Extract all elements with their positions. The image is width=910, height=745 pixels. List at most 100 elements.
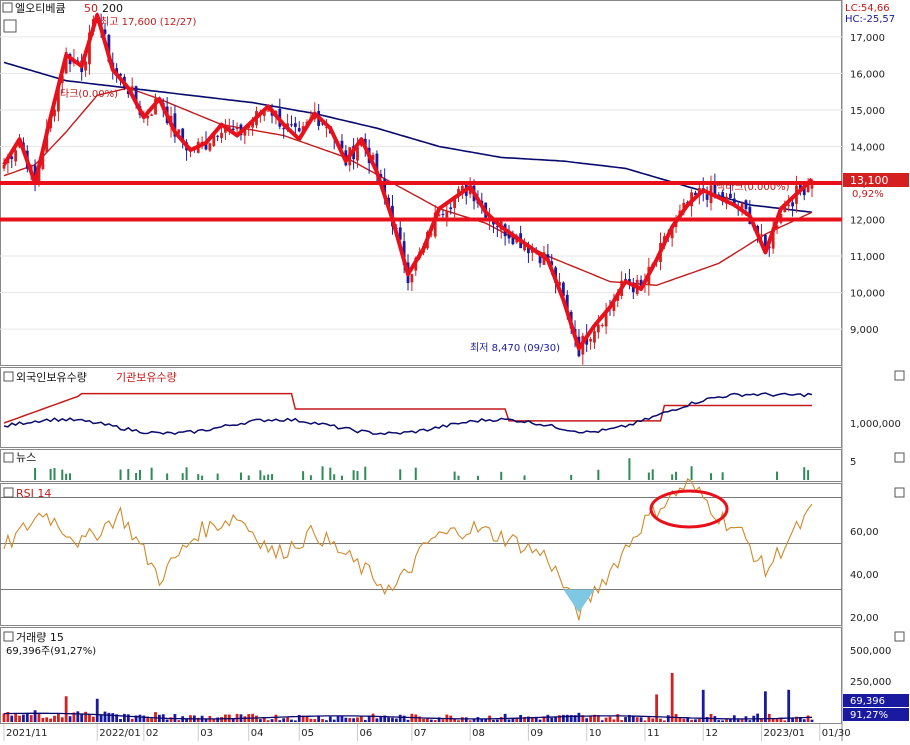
candle-body <box>732 198 736 205</box>
volume-bar <box>313 719 317 722</box>
news-bar <box>651 469 654 480</box>
date-tick-label: 07 <box>414 728 427 739</box>
volume-bar <box>791 717 794 722</box>
volume-bar <box>88 713 91 722</box>
candle-body <box>402 241 406 265</box>
volume-bar <box>429 719 433 722</box>
candle-body <box>216 135 220 137</box>
volume-bar <box>779 717 783 722</box>
rsi-overbought-circle <box>649 489 729 529</box>
holdings-collapse-icon[interactable] <box>3 371 14 382</box>
news-bar <box>271 474 274 480</box>
volume-menu-icon[interactable] <box>894 631 905 642</box>
candle-body <box>729 193 732 198</box>
date-tick-label: 02 <box>146 728 159 739</box>
price-tick-label: 12,000 <box>850 216 885 227</box>
hc-readout: HC:-25,57 <box>845 14 895 25</box>
candle-body <box>612 303 616 311</box>
volume-bar <box>154 712 157 722</box>
ma50-label: 50 <box>84 2 98 15</box>
news-bar <box>500 471 503 480</box>
candle-body <box>697 187 701 194</box>
volume-bar <box>45 717 49 722</box>
volume-bar <box>492 720 495 722</box>
candle-body <box>33 165 37 182</box>
holdings-menu-icon[interactable] <box>894 370 905 381</box>
volume-bar <box>134 715 138 722</box>
candle-body <box>600 324 604 327</box>
candle-body <box>802 186 806 196</box>
chart-title: 엘오티베큠 <box>15 2 66 15</box>
grid-toggle-icon[interactable] <box>3 19 17 33</box>
volume-bar <box>286 717 289 722</box>
rsi-menu-icon[interactable] <box>894 487 905 498</box>
price-tick-label: 16,000 <box>850 69 885 80</box>
volume-bar <box>437 717 441 722</box>
news-bar <box>352 470 355 480</box>
volume-bar <box>406 719 410 722</box>
volume-bar <box>270 719 274 722</box>
candle-body <box>810 185 814 189</box>
news-bar <box>263 475 266 480</box>
volume-bar <box>464 717 468 722</box>
candle-body <box>740 203 744 209</box>
collapse-icon[interactable] <box>2 2 13 13</box>
news-bar <box>197 474 200 480</box>
candle-body <box>596 324 600 333</box>
volume-bar <box>806 715 810 722</box>
lc-readout: LC:54,66 <box>845 3 890 14</box>
rsi-collapse-icon[interactable] <box>3 487 14 498</box>
candle-body <box>88 32 91 65</box>
volume-bar <box>130 718 134 722</box>
volume-bar <box>651 718 655 722</box>
candle-body <box>231 128 235 131</box>
news-bar <box>53 468 56 480</box>
volume-bar <box>736 719 740 722</box>
volume-bar <box>534 716 538 722</box>
candle-body <box>398 227 402 240</box>
inst-holdings-label: 기관보유수량 <box>116 371 177 384</box>
news-bars <box>34 458 810 480</box>
news-bar <box>127 469 130 480</box>
volume-bar <box>802 719 806 722</box>
news-menu-icon[interactable] <box>894 452 905 463</box>
volume-bar <box>49 718 53 722</box>
volume-bar <box>6 712 10 722</box>
volume-bar <box>775 718 779 722</box>
volume-bar <box>25 713 29 722</box>
news-bar <box>61 469 64 480</box>
institution-holdings-line <box>3 392 812 424</box>
news-bar <box>776 471 779 480</box>
candle-body <box>639 279 643 286</box>
volume-bar <box>321 718 324 722</box>
news-bar <box>185 467 188 480</box>
volume-bar <box>666 715 670 722</box>
volume-bar <box>612 719 616 722</box>
volume-tick-250k: 250,000 <box>850 677 891 688</box>
volume-bar <box>123 713 126 722</box>
volume-bar <box>142 715 146 722</box>
candle-body <box>445 210 449 218</box>
volume-bar <box>301 715 305 722</box>
volume-bar <box>216 717 220 722</box>
news-bar <box>239 472 242 480</box>
holdings-tick: 1,000,000 <box>850 419 901 430</box>
news-bar <box>329 467 332 480</box>
volume-bar <box>771 718 775 722</box>
volume-bar <box>705 717 709 722</box>
news-bar <box>807 470 810 480</box>
volume-bar <box>282 718 286 722</box>
volume-bar <box>585 718 589 722</box>
volume-collapse-icon[interactable] <box>3 631 14 642</box>
news-bar <box>675 471 678 480</box>
volume-bar <box>231 718 235 722</box>
news-bar <box>803 467 806 480</box>
news-collapse-icon[interactable] <box>3 452 14 463</box>
volume-bar <box>352 718 356 722</box>
rsi-tick-20: 20,00 <box>850 613 879 624</box>
volume-bar <box>480 718 484 722</box>
volume-bar <box>662 720 666 722</box>
volume-bar <box>2 713 6 722</box>
volume-bar <box>138 714 142 722</box>
volume-bar <box>383 715 387 722</box>
